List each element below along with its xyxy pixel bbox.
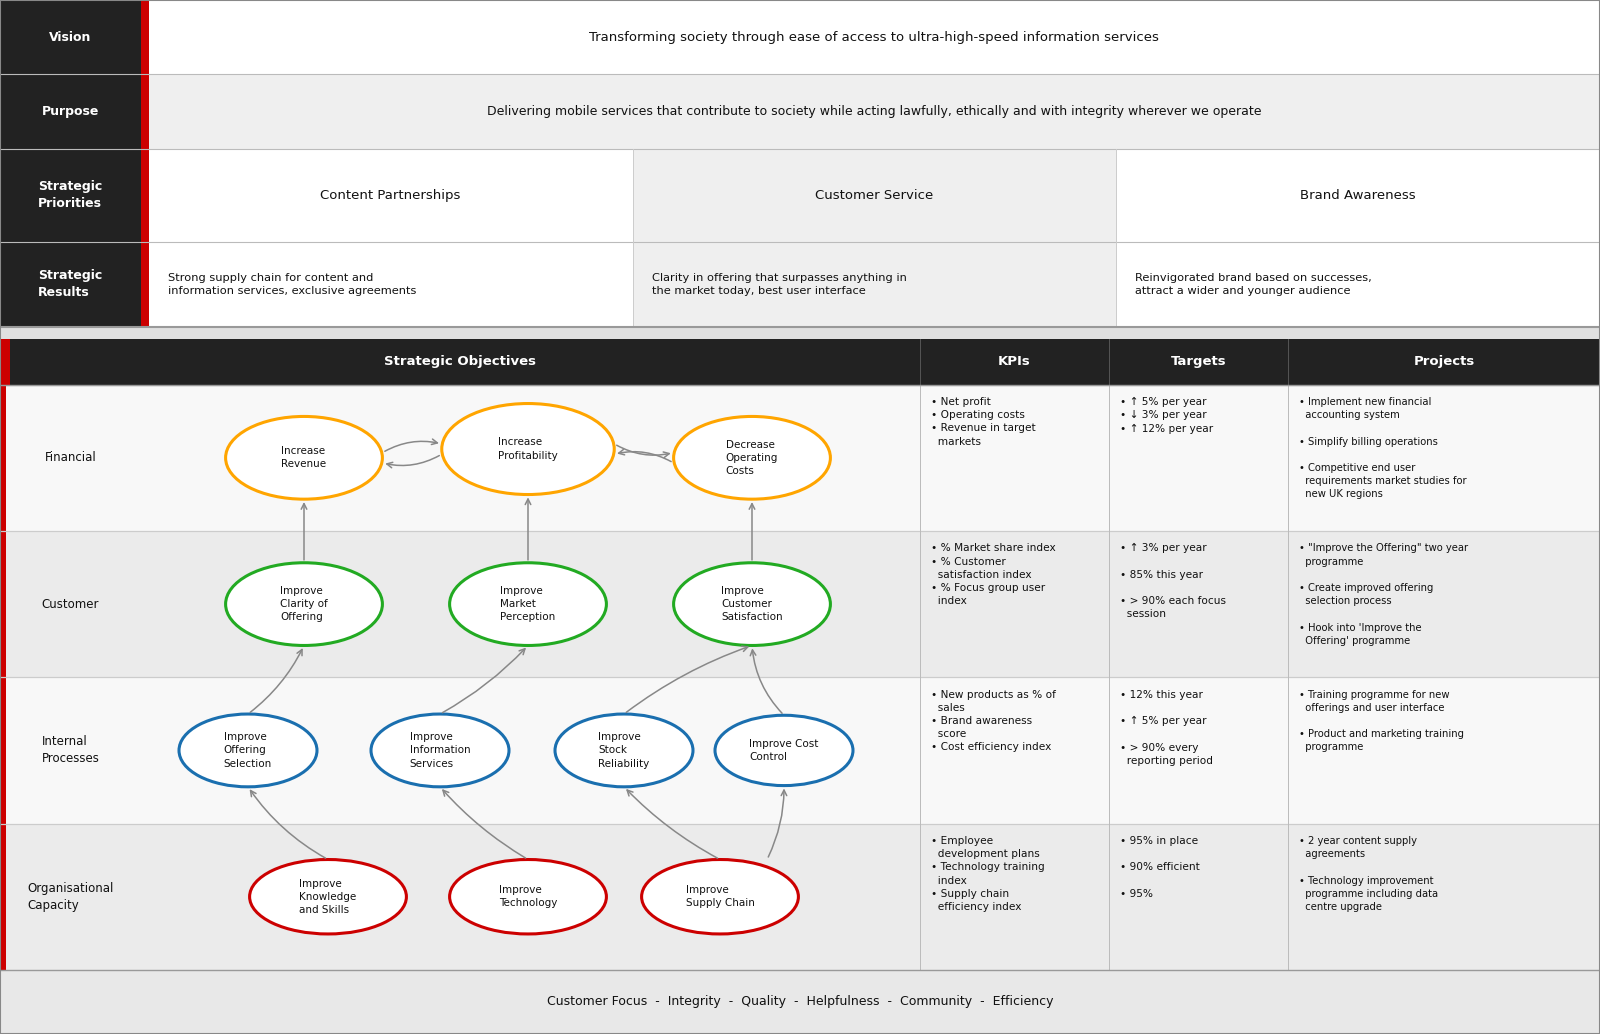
FancyBboxPatch shape	[0, 385, 6, 530]
Ellipse shape	[674, 562, 830, 645]
Text: Increase
Revenue: Increase Revenue	[282, 447, 326, 469]
FancyBboxPatch shape	[0, 339, 10, 385]
FancyBboxPatch shape	[149, 242, 632, 327]
Ellipse shape	[642, 859, 798, 934]
Text: Improve
Customer
Satisfaction: Improve Customer Satisfaction	[722, 586, 782, 622]
Text: Clarity in offering that surpasses anything in
the market today, best user inter: Clarity in offering that surpasses anyth…	[651, 273, 907, 296]
Text: Projects: Projects	[1413, 356, 1475, 368]
Text: Customer: Customer	[42, 598, 99, 611]
Text: Customer Service: Customer Service	[816, 189, 933, 202]
Ellipse shape	[450, 562, 606, 645]
FancyBboxPatch shape	[141, 74, 149, 149]
FancyBboxPatch shape	[0, 823, 1600, 970]
FancyBboxPatch shape	[0, 74, 141, 149]
FancyBboxPatch shape	[149, 149, 632, 242]
Text: Increase
Profitability: Increase Profitability	[498, 437, 558, 460]
Text: Financial: Financial	[45, 451, 96, 464]
Text: Brand Awareness: Brand Awareness	[1301, 189, 1416, 202]
Text: Vision: Vision	[50, 31, 91, 43]
Text: Strategic Objectives: Strategic Objectives	[384, 356, 536, 368]
Text: Purpose: Purpose	[42, 105, 99, 118]
FancyBboxPatch shape	[0, 677, 6, 823]
Ellipse shape	[674, 417, 830, 499]
FancyBboxPatch shape	[632, 149, 1117, 242]
Text: • New products as % of
  sales
• Brand awareness
  score
• Cost efficiency index: • New products as % of sales • Brand awa…	[931, 690, 1056, 753]
FancyBboxPatch shape	[141, 0, 149, 74]
FancyBboxPatch shape	[0, 677, 1600, 823]
Ellipse shape	[555, 714, 693, 787]
Text: Delivering mobile services that contribute to society while acting lawfully, eth: Delivering mobile services that contribu…	[486, 105, 1262, 118]
FancyBboxPatch shape	[0, 823, 6, 970]
Text: • Implement new financial
  accounting system

• Simplify billing operations

• : • Implement new financial accounting sys…	[1299, 397, 1467, 499]
FancyBboxPatch shape	[141, 242, 149, 327]
Ellipse shape	[226, 562, 382, 645]
FancyBboxPatch shape	[0, 530, 1600, 677]
Text: Decrease
Operating
Costs: Decrease Operating Costs	[726, 439, 778, 476]
Text: Organisational
Capacity: Organisational Capacity	[27, 882, 114, 912]
FancyBboxPatch shape	[0, 0, 141, 74]
Text: • ↑ 3% per year

• 85% this year

• > 90% each focus
  session: • ↑ 3% per year • 85% this year • > 90% …	[1120, 543, 1226, 619]
FancyBboxPatch shape	[0, 242, 141, 327]
Text: Customer Focus  -  Integrity  -  Quality  -  Helpfulness  -  Community  -  Effic: Customer Focus - Integrity - Quality - H…	[547, 996, 1053, 1008]
Ellipse shape	[442, 403, 614, 494]
Text: Transforming society through ease of access to ultra-high-speed information serv: Transforming society through ease of acc…	[589, 31, 1160, 43]
Ellipse shape	[250, 859, 406, 934]
FancyBboxPatch shape	[149, 74, 1600, 149]
Text: • % Market share index
• % Customer
  satisfaction index
• % Focus group user
  : • % Market share index • % Customer sati…	[931, 543, 1056, 606]
Text: Improve
Knowledge
and Skills: Improve Knowledge and Skills	[299, 879, 357, 915]
Text: • 12% this year

• ↑ 5% per year

• > 90% every
  reporting period: • 12% this year • ↑ 5% per year • > 90% …	[1120, 690, 1213, 766]
Text: Strategic
Results: Strategic Results	[38, 269, 102, 300]
Text: • 2 year content supply
  agreements

• Technology improvement
  programme inclu: • 2 year content supply agreements • Tec…	[1299, 835, 1438, 912]
Text: Content Partnerships: Content Partnerships	[320, 189, 461, 202]
Text: Improve
Clarity of
Offering: Improve Clarity of Offering	[280, 586, 328, 622]
FancyBboxPatch shape	[149, 0, 1600, 74]
Text: • 95% in place

• 90% efficient

• 95%: • 95% in place • 90% efficient • 95%	[1120, 835, 1200, 899]
Ellipse shape	[371, 714, 509, 787]
Text: Improve
Technology: Improve Technology	[499, 885, 557, 908]
Ellipse shape	[715, 716, 853, 786]
FancyBboxPatch shape	[1117, 242, 1600, 327]
Text: Improve
Market
Perception: Improve Market Perception	[501, 586, 555, 622]
Ellipse shape	[226, 417, 382, 499]
Text: Improve Cost
Control: Improve Cost Control	[749, 739, 819, 762]
FancyBboxPatch shape	[0, 970, 1600, 1034]
Ellipse shape	[179, 714, 317, 787]
Text: Strategic
Priorities: Strategic Priorities	[38, 180, 102, 211]
Text: • Employee
  development plans
• Technology training
  index
• Supply chain
  ef: • Employee development plans • Technolog…	[931, 835, 1045, 912]
FancyBboxPatch shape	[0, 149, 141, 242]
Text: • Net profit
• Operating costs
• Revenue in target
  markets: • Net profit • Operating costs • Revenue…	[931, 397, 1035, 447]
Text: • Training programme for new
  offerings and user interface

• Product and marke: • Training programme for new offerings a…	[1299, 690, 1464, 753]
Text: Improve
Supply Chain: Improve Supply Chain	[685, 885, 755, 908]
Text: • ↑ 5% per year
• ↓ 3% per year
• ↑ 12% per year: • ↑ 5% per year • ↓ 3% per year • ↑ 12% …	[1120, 397, 1213, 433]
FancyBboxPatch shape	[0, 530, 6, 677]
Text: Targets: Targets	[1171, 356, 1226, 368]
Text: Reinvigorated brand based on successes,
attract a wider and younger audience: Reinvigorated brand based on successes, …	[1136, 273, 1373, 296]
Text: Improve
Offering
Selection: Improve Offering Selection	[224, 732, 272, 768]
FancyBboxPatch shape	[1117, 149, 1600, 242]
FancyBboxPatch shape	[141, 149, 149, 242]
Text: KPIs: KPIs	[998, 356, 1030, 368]
Text: Internal
Processes: Internal Processes	[42, 735, 99, 765]
Text: Improve
Information
Services: Improve Information Services	[410, 732, 470, 768]
FancyBboxPatch shape	[632, 242, 1117, 327]
FancyBboxPatch shape	[0, 327, 1600, 339]
Text: Improve
Stock
Reliability: Improve Stock Reliability	[598, 732, 650, 768]
Text: • "Improve the Offering" two year
  programme

• Create improved offering
  sele: • "Improve the Offering" two year progra…	[1299, 543, 1469, 646]
Text: Strong supply chain for content and
information services, exclusive agreements: Strong supply chain for content and info…	[168, 273, 416, 296]
Ellipse shape	[450, 859, 606, 934]
FancyBboxPatch shape	[0, 339, 1600, 385]
FancyBboxPatch shape	[0, 385, 1600, 530]
